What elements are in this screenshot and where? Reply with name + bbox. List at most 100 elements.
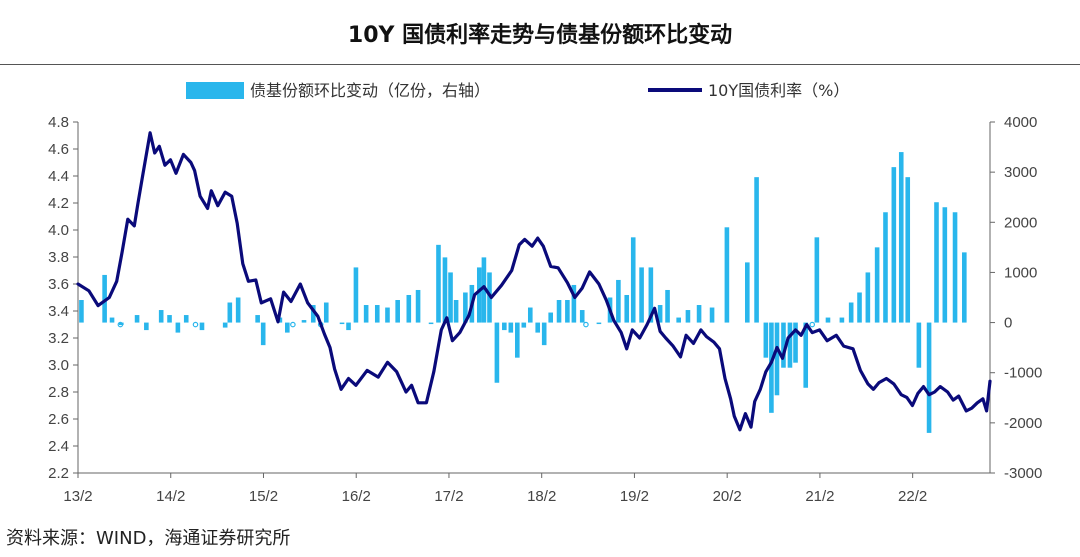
bar <box>754 177 759 323</box>
bar <box>527 307 533 323</box>
bar-series <box>79 152 967 433</box>
bar <box>857 292 862 323</box>
bar <box>255 315 260 323</box>
bar <box>183 315 189 323</box>
right-tick-label: 4000 <box>1004 114 1037 131</box>
left-tick-label: 4.8 <box>48 114 69 131</box>
bar <box>395 300 400 323</box>
x-tick-label: 17/2 <box>434 488 463 505</box>
legend-bar-swatch <box>186 82 244 99</box>
bar <box>442 257 448 323</box>
bar <box>769 322 774 413</box>
left-tick-label: 4.0 <box>48 222 69 239</box>
x-tick-label: 20/2 <box>713 488 742 505</box>
line-series <box>76 131 992 432</box>
left-tick-label: 3.8 <box>48 249 69 266</box>
right-tick-label: -2000 <box>1004 415 1042 432</box>
x-tick-label: 15/2 <box>249 488 278 505</box>
bar <box>883 212 888 323</box>
bar <box>814 237 820 323</box>
bar <box>227 302 233 323</box>
bar <box>848 302 854 323</box>
bar <box>521 322 527 328</box>
title-bar: 10Y 国债利率走势与债基份额环比变动 <box>0 0 1080 65</box>
bar-zero-marker <box>290 321 296 328</box>
bar <box>556 300 562 323</box>
x-tick-label: 21/2 <box>805 488 834 505</box>
bar <box>952 212 958 323</box>
bar <box>453 300 459 323</box>
left-tick-label: 3.0 <box>48 357 69 374</box>
bar <box>481 257 487 323</box>
bar <box>436 244 441 323</box>
bar <box>502 322 507 331</box>
bar-zero-marker <box>117 321 124 328</box>
bar <box>745 262 750 323</box>
bar <box>839 317 845 323</box>
bar <box>579 310 585 323</box>
bar <box>685 310 691 323</box>
x-tick-label: 13/2 <box>63 488 92 505</box>
left-tick-label: 2.2 <box>48 465 69 482</box>
right-tick-label: 2000 <box>1004 214 1037 231</box>
bar <box>926 322 932 433</box>
source-note: 资料来源：WIND，海通证券研究所 <box>6 528 291 549</box>
bar <box>865 272 871 323</box>
chart-title: 10Y 国债利率走势与债基份额环比变动 <box>347 23 733 48</box>
bar <box>696 305 702 323</box>
left-tick-label: 3.2 <box>48 330 69 347</box>
bar <box>639 267 644 323</box>
bar <box>624 294 630 323</box>
left-tick-label: 3.6 <box>48 276 69 293</box>
legend-bar-label: 债基份额环比变动（亿份，右轴） <box>250 81 490 100</box>
bar <box>724 227 730 323</box>
bar <box>541 322 547 346</box>
bar <box>385 307 390 323</box>
bar <box>476 267 482 323</box>
bar <box>565 300 570 323</box>
bar <box>353 267 359 323</box>
bar <box>415 289 421 323</box>
bar <box>648 267 654 323</box>
right-tick-label: 0 <box>1004 315 1012 332</box>
left-tick-label: 4.6 <box>48 141 69 158</box>
bar <box>515 322 520 358</box>
left-tick-label: 3.4 <box>48 303 69 320</box>
bar-zero-marker <box>809 321 816 328</box>
left-tick-label: 4.2 <box>48 195 69 212</box>
bar <box>874 247 880 323</box>
bar <box>962 252 967 323</box>
bar <box>406 294 412 323</box>
bar <box>235 297 241 323</box>
bar <box>428 322 434 325</box>
left-tick-label: 2.4 <box>48 438 69 455</box>
bar <box>787 322 793 368</box>
bar <box>916 322 922 368</box>
bar <box>905 177 911 323</box>
bar <box>596 322 602 325</box>
bar <box>763 322 769 358</box>
rate-line <box>76 131 992 432</box>
bar <box>657 305 663 323</box>
bar <box>144 322 149 331</box>
left-tick-label: 2.8 <box>48 384 69 401</box>
bar <box>199 322 205 331</box>
bar <box>374 305 380 323</box>
bar <box>323 302 329 323</box>
right-tick-label: -1000 <box>1004 365 1042 382</box>
bar <box>934 202 939 323</box>
bar <box>571 284 577 323</box>
bar <box>339 322 345 325</box>
x-tick-label: 18/2 <box>527 488 556 505</box>
x-tick-label: 14/2 <box>156 488 185 505</box>
bar <box>942 207 948 323</box>
legend-line-label: 10Y国债利率（%） <box>708 81 849 100</box>
right-tick-label: 3000 <box>1004 164 1037 181</box>
legend: 债基份额环比变动（亿份，右轴） 10Y国债利率（%） <box>186 81 849 100</box>
bar <box>260 322 266 346</box>
bar <box>548 312 553 323</box>
x-tick-label: 22/2 <box>898 488 927 505</box>
bar <box>285 322 290 333</box>
bar-zero-marker <box>192 321 199 328</box>
right-tick-label: -3000 <box>1004 465 1042 482</box>
